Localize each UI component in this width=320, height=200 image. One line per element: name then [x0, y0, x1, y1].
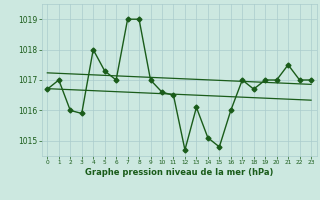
X-axis label: Graphe pression niveau de la mer (hPa): Graphe pression niveau de la mer (hPa)	[85, 168, 273, 177]
